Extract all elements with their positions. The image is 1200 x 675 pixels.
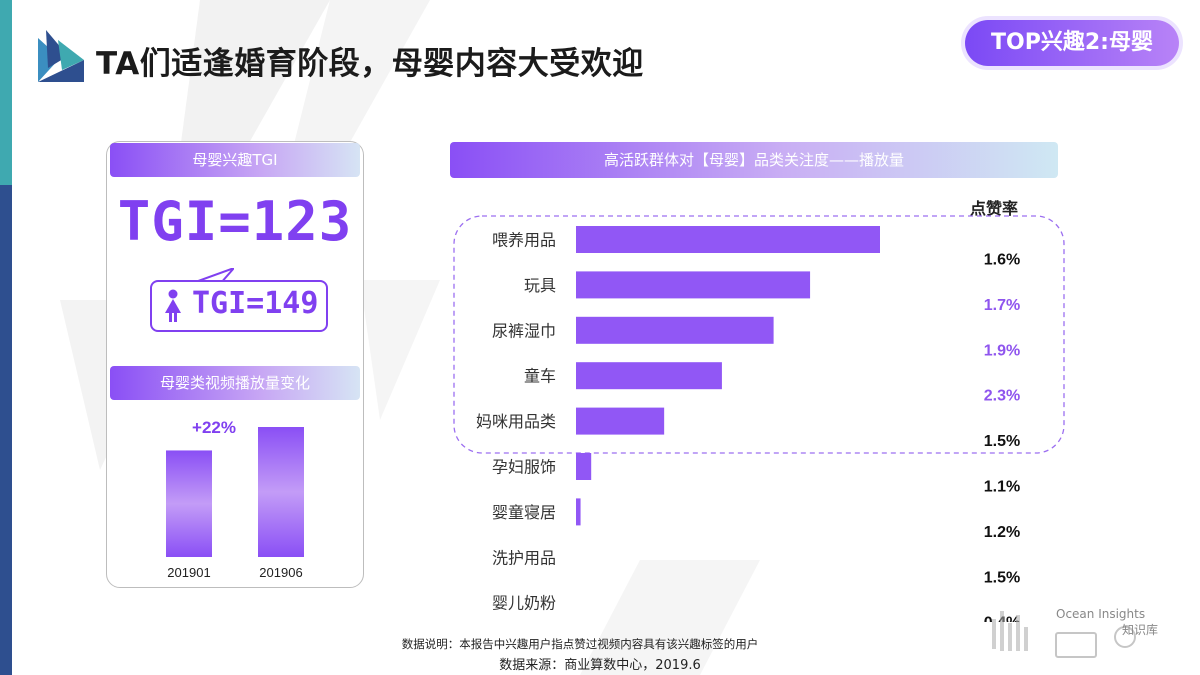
corner-watermark-icon xyxy=(992,611,1136,658)
like-rate-label: 1.7% xyxy=(984,297,1020,314)
female-icon xyxy=(165,289,181,322)
topic-badge: TOP兴趣2:母婴 xyxy=(965,20,1179,66)
like-rate-label: 1.5% xyxy=(984,569,1020,586)
category-bar xyxy=(576,407,665,435)
page-title: TA们适逢婚育阶段，母婴内容大受欢迎 xyxy=(96,46,644,82)
highlight-frame xyxy=(453,215,1065,454)
watermark-brand-cn: 知识库 xyxy=(1122,623,1159,637)
growth-header: 母婴类视频播放量变化 xyxy=(110,366,360,400)
category-label: 妈咪用品类 xyxy=(476,412,556,431)
female-tgi-value: TGI=149 xyxy=(192,286,319,321)
category-label: 尿裤湿巾 xyxy=(492,321,556,340)
category-chart-header: 高活跃群体对【母婴】品类关注度——播放量 xyxy=(450,142,1058,178)
category-bar xyxy=(576,498,581,526)
growth-x-label: 201901 xyxy=(167,565,210,580)
tgi-header: 母婴兴趣TGI xyxy=(110,143,360,177)
accent-strip-navy xyxy=(0,185,12,675)
like-rate-label: 1.6% xyxy=(984,252,1020,269)
category-bar xyxy=(576,453,592,480)
like-rate-label: 1.9% xyxy=(984,342,1020,359)
category-label: 童车 xyxy=(524,367,556,386)
female-tgi-box xyxy=(150,280,328,332)
category-bar xyxy=(576,316,774,344)
growth-bar xyxy=(258,427,304,557)
category-label: 孕妇服饰 xyxy=(492,458,556,477)
growth-annotation: +22% xyxy=(192,418,236,437)
category-bar-chart: 喂养用品 1.6% 玩具 1.7% 尿裤湿巾 1.9% 童车 2.3% 妈咪用品类 1.5% 孕妇服… xyxy=(453,215,1065,622)
tgi-value: TGI=123 xyxy=(117,190,353,253)
category-bar xyxy=(576,271,811,299)
category-label: 喂养用品 xyxy=(492,231,556,250)
category-label: 玩具 xyxy=(524,276,556,295)
growth-bar xyxy=(166,450,212,557)
like-rate-label: 1.5% xyxy=(984,433,1020,450)
likes-rate-header: 点赞率 xyxy=(970,199,1019,218)
left-panel-card xyxy=(106,141,364,588)
left-accent-strip xyxy=(0,0,12,675)
category-label: 婴童寝居 xyxy=(492,503,556,522)
watermark-brand-en: Ocean Insights xyxy=(1056,607,1146,621)
category-label: 婴儿奶粉 xyxy=(492,594,556,613)
like-rate-label: 2.3% xyxy=(984,388,1020,405)
brand-logo-icon xyxy=(38,30,84,82)
growth-x-label: 201906 xyxy=(259,565,302,580)
category-bar xyxy=(576,362,722,390)
growth-bar-chart: 201901 201906 +22% xyxy=(166,418,304,580)
accent-strip-teal xyxy=(0,0,12,185)
like-rate-label: 1.2% xyxy=(984,524,1020,541)
category-label: 洗护用品 xyxy=(492,548,556,567)
data-note: 数据说明：本报告中兴趣用户指点赞过视频内容具有该兴趣标签的用户 xyxy=(401,637,759,651)
like-rate-label: 1.1% xyxy=(984,479,1020,496)
data-source: 数据来源：商业算数中心，2019.6 xyxy=(499,658,701,673)
category-bar xyxy=(576,226,880,253)
